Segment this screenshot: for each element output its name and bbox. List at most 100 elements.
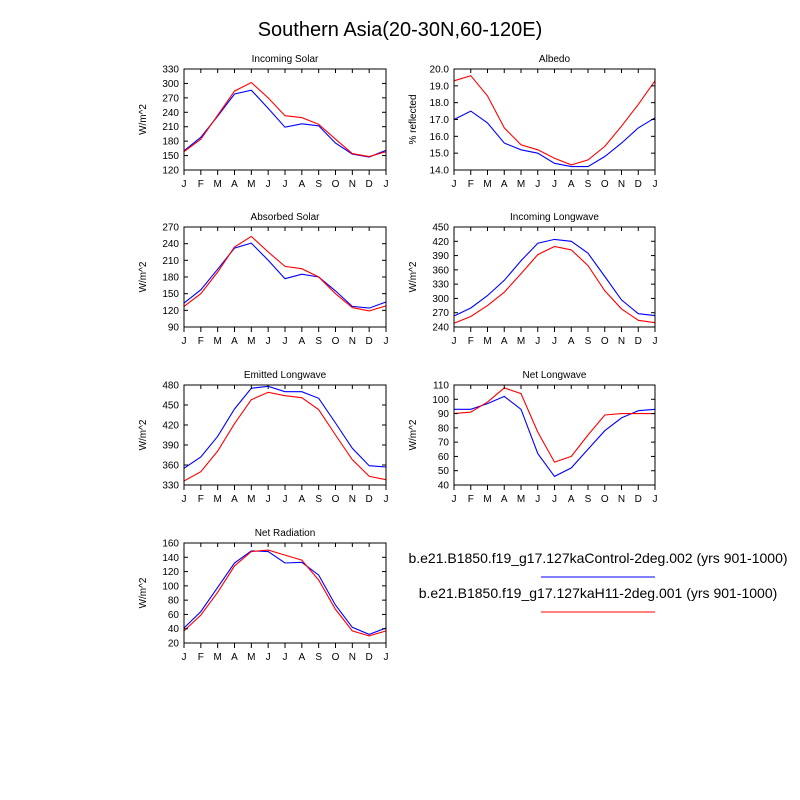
- series-line-h11: [183, 391, 387, 482]
- panel-albedo: Albedo % reflected 14.0 15.0 16.0 17.0 18.0 19.…: [408, 54, 658, 190]
- y-tick-label: 70: [438, 438, 450, 449]
- x-tick-label: J: [552, 336, 557, 347]
- x-tick-label: J: [653, 336, 658, 347]
- x-tick-label: N: [618, 494, 625, 505]
- x-tick-label: J: [535, 336, 540, 347]
- y-axis-label: W/m^2: [408, 419, 419, 450]
- x-tick-label: D: [635, 494, 642, 505]
- y-tick-label: 120: [162, 567, 179, 578]
- y-tick-label: 420: [432, 237, 449, 248]
- panel-incoming-solar: Incoming Solar W/m^2 120 150 180 210 240 270 300…: [138, 54, 389, 190]
- y-tick-label: 60: [168, 610, 180, 621]
- series-line-h11: [453, 75, 656, 166]
- y-tick-label: 14.0: [430, 166, 450, 177]
- y-tick-label: 19.0: [430, 81, 450, 92]
- x-tick-label: N: [349, 494, 356, 505]
- y-tick-label: 390: [432, 251, 449, 262]
- y-tick-label: 240: [432, 323, 449, 334]
- x-tick-label: O: [332, 179, 340, 190]
- x-tick-label: A: [568, 336, 575, 347]
- y-tick-label: 40: [438, 481, 450, 492]
- y-tick-label: 17.0: [430, 115, 450, 126]
- series-line-h11: [183, 81, 387, 158]
- series-line-h11: [453, 387, 655, 463]
- x-tick-label: J: [452, 179, 457, 190]
- series-line-control: [183, 385, 387, 469]
- x-tick-label: D: [366, 336, 373, 347]
- x-tick-label: M: [213, 179, 221, 190]
- x-tick-label: A: [231, 494, 238, 505]
- y-tick-label: 40: [168, 624, 180, 635]
- y-axis-label: W/m^2: [138, 104, 149, 135]
- x-tick-label: J: [653, 494, 658, 505]
- x-tick-label: N: [618, 179, 625, 190]
- y-axis-label: % reflected: [408, 94, 419, 144]
- panel-title: Net Longwave: [523, 370, 587, 381]
- x-tick-label: J: [452, 336, 457, 347]
- x-tick-label: J: [182, 179, 187, 190]
- y-tick-label: 80: [438, 423, 450, 434]
- x-tick-label: J: [452, 494, 457, 505]
- x-tick-label: M: [247, 494, 255, 505]
- y-tick-label: 240: [162, 108, 179, 119]
- x-tick-label: S: [315, 494, 322, 505]
- x-tick-label: F: [198, 652, 204, 663]
- x-tick-label: D: [366, 652, 373, 663]
- y-tick-label: 100: [432, 395, 449, 406]
- x-tick-label: J: [283, 652, 288, 663]
- x-tick-label: S: [585, 336, 592, 347]
- x-tick-label: J: [552, 179, 557, 190]
- y-tick-label: 100: [162, 581, 179, 592]
- x-tick-label: A: [298, 494, 305, 505]
- plot-frame: [183, 384, 387, 486]
- x-tick-label: S: [585, 494, 592, 505]
- x-tick-label: J: [384, 336, 389, 347]
- x-tick-label: J: [266, 494, 271, 505]
- x-tick-label: N: [349, 336, 356, 347]
- panel-absorbed-solar: Absorbed Solar W/m^2 90 120 150 180 210 240 270 J…: [138, 212, 389, 347]
- x-tick-label: F: [198, 494, 204, 505]
- panel-incoming-longwave: Incoming Longwave W/m^2 240 270 300 330 360 390…: [408, 212, 658, 347]
- x-tick-label: A: [501, 494, 508, 505]
- y-tick-label: 270: [162, 223, 179, 234]
- y-tick-label: 120: [162, 306, 179, 317]
- x-tick-label: J: [182, 336, 187, 347]
- y-tick-label: 420: [162, 421, 179, 432]
- plot-frame: [453, 384, 656, 486]
- y-tick-label: 270: [162, 93, 179, 104]
- series-line-h11: [453, 245, 656, 324]
- y-tick-label: 240: [162, 239, 179, 250]
- x-tick-label: N: [349, 179, 356, 190]
- y-tick-label: 18.0: [430, 98, 450, 109]
- y-tick-label: 450: [432, 223, 449, 234]
- y-axis-label: W/m^2: [138, 261, 149, 292]
- x-tick-label: O: [332, 494, 340, 505]
- x-tick-label: J: [283, 494, 288, 505]
- x-tick-label: F: [468, 336, 474, 347]
- series-line-control: [454, 395, 656, 478]
- x-tick-label: N: [618, 336, 625, 347]
- panels: Incoming Solar W/m^2 120 150 180 210 240 270 300…: [138, 54, 658, 663]
- y-tick-label: 150: [162, 151, 179, 162]
- y-tick-label: 270: [432, 308, 449, 319]
- plot-frame: [453, 68, 656, 171]
- series-line-h11: [183, 549, 387, 637]
- x-tick-label: F: [468, 494, 474, 505]
- x-tick-label: A: [231, 336, 238, 347]
- y-tick-label: 20.0: [430, 65, 450, 76]
- x-tick-label: M: [247, 336, 255, 347]
- series-line-control: [183, 89, 387, 158]
- series-line-control: [453, 238, 656, 317]
- x-tick-label: M: [517, 494, 525, 505]
- x-tick-label: M: [247, 179, 255, 190]
- x-tick-label: O: [601, 336, 609, 347]
- y-tick-label: 180: [162, 137, 179, 148]
- y-tick-label: 140: [162, 553, 179, 564]
- y-tick-label: 300: [432, 294, 449, 305]
- x-tick-label: J: [182, 494, 187, 505]
- x-tick-label: A: [501, 336, 508, 347]
- series-line-control: [183, 550, 387, 635]
- x-tick-label: D: [366, 179, 373, 190]
